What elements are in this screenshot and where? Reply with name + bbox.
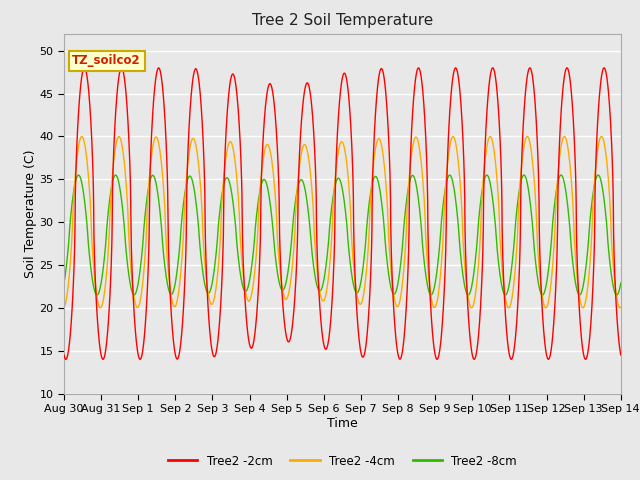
Text: TZ_soilco2: TZ_soilco2 xyxy=(72,54,141,67)
X-axis label: Time: Time xyxy=(327,417,358,430)
Y-axis label: Soil Temperature (C): Soil Temperature (C) xyxy=(24,149,36,278)
Legend: Tree2 -2cm, Tree2 -4cm, Tree2 -8cm: Tree2 -2cm, Tree2 -4cm, Tree2 -8cm xyxy=(163,450,522,472)
Title: Tree 2 Soil Temperature: Tree 2 Soil Temperature xyxy=(252,13,433,28)
